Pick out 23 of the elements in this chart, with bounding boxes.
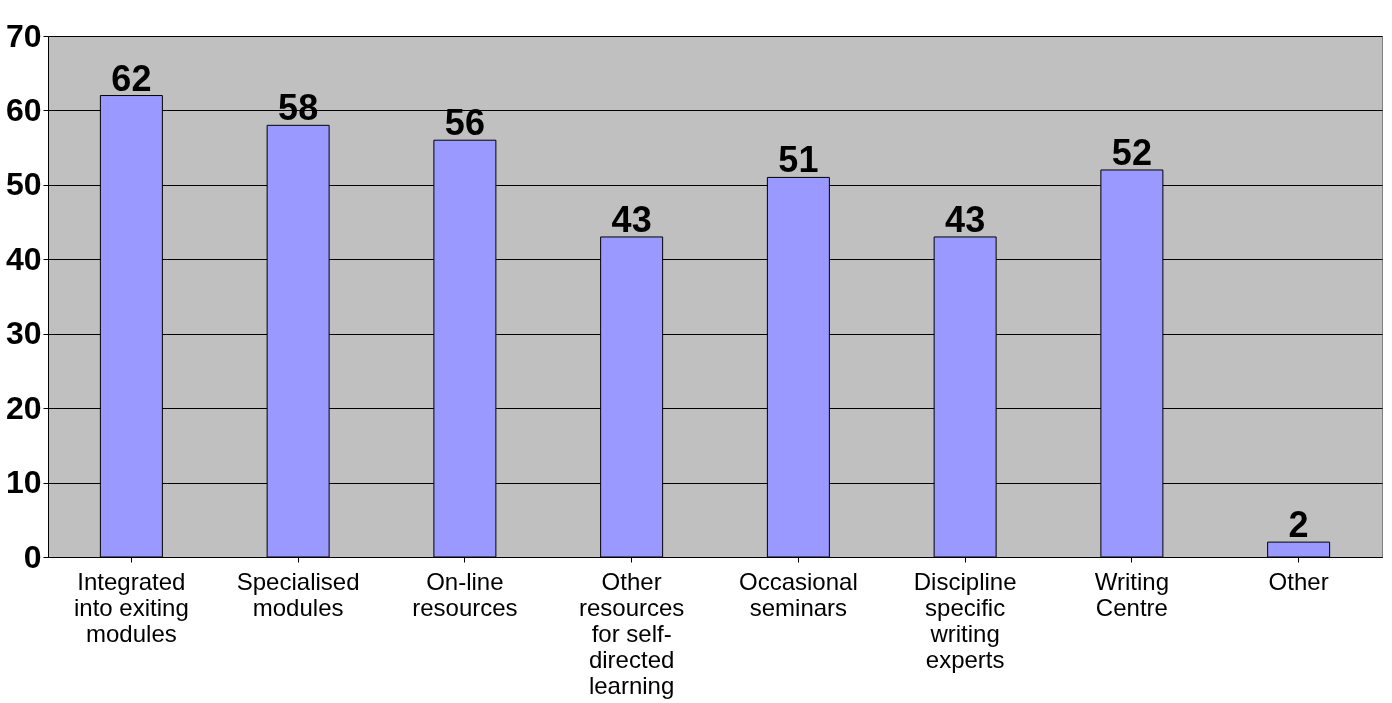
x-tick-label: Writing Centre [1094, 567, 1169, 621]
y-tick-label: 60 [5, 91, 42, 128]
y-tick-label: 0 [23, 538, 42, 575]
data-label: 2 [1288, 504, 1309, 546]
data-label: 56 [444, 102, 485, 144]
data-label: 43 [611, 198, 652, 240]
x-tick-label: On-line resources [412, 567, 518, 621]
y-tick-label: 40 [5, 240, 42, 277]
data-label: 43 [945, 198, 986, 240]
x-tick-label: Discipline specific writing experts [913, 567, 1017, 673]
x-tick-label: Specialised modules [236, 567, 360, 621]
x-tick-label: Occasional seminars [739, 567, 858, 621]
y-tick-label: 50 [5, 166, 42, 203]
y-tick-label: 30 [5, 315, 42, 352]
data-label: 52 [1111, 131, 1152, 173]
data-label: 62 [111, 57, 152, 99]
y-tick-label: 10 [5, 464, 42, 501]
x-tick-label: Other [1268, 567, 1329, 595]
data-label: 51 [778, 139, 819, 181]
y-tick-label: 20 [5, 389, 42, 426]
x-tick-label: Other resources for self-directed learning [578, 567, 685, 699]
y-tick-label: 70 [5, 17, 42, 54]
x-tick-label: Integrated into exiting modules [74, 567, 189, 647]
